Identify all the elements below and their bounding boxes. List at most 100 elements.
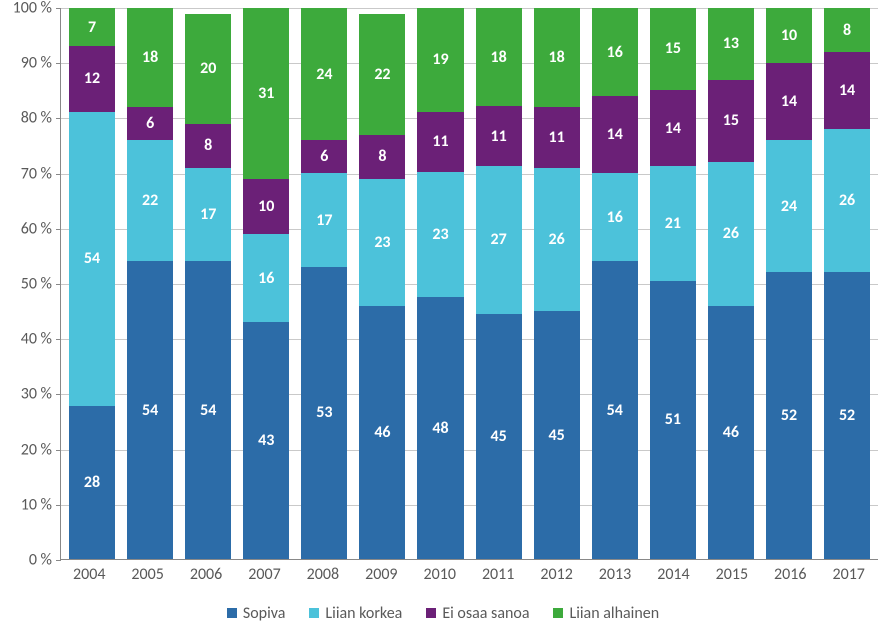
bar-segment-value: 11 [549,128,565,147]
bar-segment-value: 26 [723,224,739,243]
bar-segment-value: 10 [781,26,797,45]
bar-segment-liian_korkea: 16 [592,173,638,261]
legend-swatch [426,608,436,618]
y-tick-label: 100 % [13,0,52,18]
bars-container: 7125428186225420817543110164324617532282… [61,8,878,559]
legend-item-liian_alhainen: Liian alhainen [553,604,659,623]
bar-segment-liian_alhainen: 18 [476,8,522,106]
y-tick-label: 70 % [21,164,52,183]
bar-segment-value: 46 [723,423,739,442]
legend-item-sopiva: Sopiva [227,604,286,623]
bar-segment-value: 18 [490,48,506,67]
x-tick-label: 2009 [358,565,404,595]
plot-area: 7125428186225420817543110164324617532282… [60,8,878,560]
bar-column: 10142452 [766,8,812,559]
legend-label: Ei osaa sanoa [442,604,529,623]
bar-segment-liian_korkea: 23 [359,179,405,306]
bar-column: 31101643 [243,8,289,559]
bar-column: 2081754 [185,8,231,559]
legend-swatch [227,608,237,618]
bar-segment-ei_osaa_sanoa: 14 [824,52,870,129]
bar-segment-liian_korkea: 23 [417,172,463,297]
bar-column: 7125428 [69,8,115,559]
bar-segment-value: 6 [146,114,154,133]
y-tick-label: 60 % [21,219,52,238]
bar-segment-liian_korkea: 54 [69,112,115,407]
bar-segment-liian_korkea: 26 [824,129,870,272]
bar-segment-value: 46 [374,423,390,442]
y-tick-label: 90 % [21,54,52,73]
x-tick-label: 2004 [66,565,112,595]
bar-column: 8 1426 52 [824,8,870,559]
bar-segment-liian_alhainen: 8 [824,8,870,52]
bar-segment-value: 45 [549,426,565,445]
x-tick-label: 2007 [241,565,287,595]
bar-segment-value: 18 [549,48,565,67]
x-tick-label: 2016 [767,565,813,595]
bar-segment-value: 14 [781,92,797,111]
bar-segment-value: 21 [665,214,681,233]
x-tick-label: 2011 [475,565,521,595]
bar-column: 13 15 26 46 [708,8,754,559]
legend-item-liian_korkea: Liian korkea [309,604,402,623]
bar-segment-value: 8 [843,21,851,40]
bar-segment-value: 11 [490,127,506,146]
bar-segment-value: 23 [432,225,448,244]
bar-segment-liian_alhainen: 20 [185,14,231,124]
bar-segment-liian_alhainen: 10 [766,8,812,63]
bar-segment-sopiva: 45 [534,311,580,559]
bar-segment-ei_osaa_sanoa: 10 [243,179,289,234]
x-axis: 2004200520062007200820092010201120122013… [60,565,878,595]
bar-segment-liian_alhainen: 24 [301,8,347,140]
y-tick-label: 20 % [21,440,52,459]
bar-segment-sopiva: 52 [824,272,870,559]
bar-segment-value: 13 [723,34,739,53]
x-tick-label: 2012 [533,565,579,595]
bar-segment-value: 48 [432,419,448,438]
bar-segment-sopiva: 51 [650,281,696,559]
bar-segment-liian_korkea: 21 [650,166,696,281]
bar-column: 19 11 23 48 [417,8,463,559]
bar-segment-value: 17 [200,205,216,224]
bar-segment-value: 54 [607,401,623,420]
bar-segment-value: 14 [665,119,681,138]
bar-segment-sopiva: 28 [69,406,115,559]
bar-segment-value: 43 [258,431,274,450]
bar-segment-ei_osaa_sanoa: 8 [185,124,231,168]
bar-segment-value: 31 [258,84,274,103]
bar-segment-value: 28 [84,473,100,492]
y-tick-label: 10 % [21,495,52,514]
bar-segment-sopiva: 54 [127,261,173,559]
bar-segment-value: 22 [374,65,390,84]
bar-segment-sopiva: 46 [708,306,754,559]
bar-column: 22 8 23 46 [359,8,405,559]
y-tick-label: 0 % [29,551,52,570]
bar-segment-value: 51 [665,410,681,429]
bar-segment-value: 17 [316,211,332,230]
bar-segment-liian_korkea: 26 [534,168,580,311]
bar-segment-value: 22 [142,191,158,210]
bar-segment-ei_osaa_sanoa: 15 [708,80,754,163]
bar-segment-ei_osaa_sanoa: 14 [766,63,812,140]
bar-segment-ei_osaa_sanoa: 11 [534,107,580,168]
bar-segment-value: 8 [378,147,386,166]
bar-segment-liian_alhainen: 7 [69,8,115,46]
bar-segment-liian_korkea: 17 [185,168,231,262]
bar-segment-sopiva: 45 [476,314,522,560]
bar-segment-value: 6 [320,147,328,166]
bar-segment-value: 52 [839,406,855,425]
bar-segment-liian_korkea: 22 [127,140,173,261]
bar-segment-liian_alhainen: 22 [359,14,405,135]
bar-segment-value: 15 [665,39,681,58]
bar-column: 2461753 [301,8,347,559]
bar-segment-sopiva: 54 [592,261,638,559]
x-tick-label: 2008 [300,565,346,595]
bar-segment-value: 24 [316,65,332,84]
bar-segment-value: 19 [432,50,448,69]
x-tick-label: 2006 [183,565,229,595]
y-axis: 0 %10 %20 %30 %40 %50 %60 %70 %80 %90 %1… [0,0,60,560]
bar-segment-value: 11 [432,132,448,151]
y-tick-label: 80 % [21,109,52,128]
x-tick-label: 2010 [417,565,463,595]
bar-column: 16141654 [592,8,638,559]
